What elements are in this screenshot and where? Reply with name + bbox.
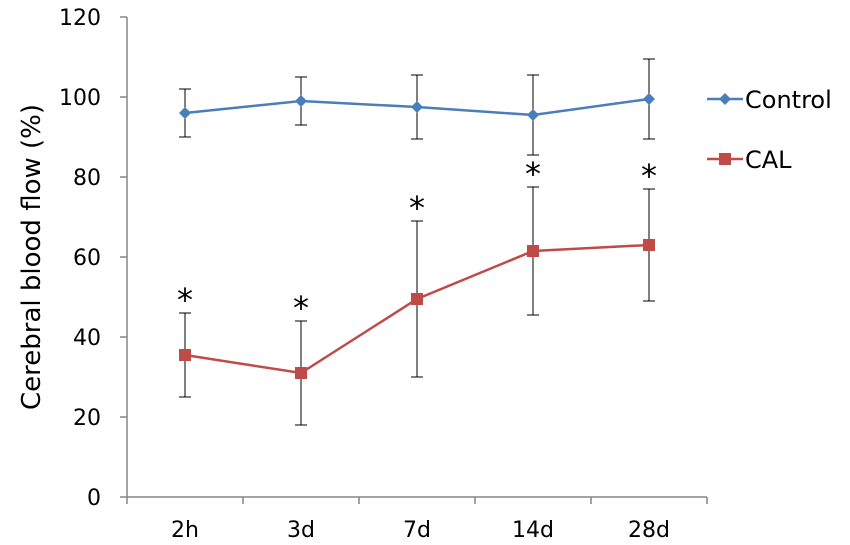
data-point-cal — [411, 293, 423, 305]
y-tick-label: 60 — [73, 246, 101, 271]
x-tick-label: 2h — [171, 518, 199, 543]
significance-marker: * — [641, 157, 657, 195]
x-tick-label: 28d — [628, 518, 670, 543]
legend-marker-control — [719, 93, 731, 105]
y-tick-label: 100 — [59, 86, 101, 111]
data-point-control — [179, 107, 191, 119]
y-tick-label: 120 — [59, 6, 101, 31]
significance-marker: * — [293, 289, 309, 327]
x-tick-label: 7d — [403, 518, 431, 543]
y-tick-label: 0 — [87, 486, 101, 511]
data-point-control — [411, 101, 423, 113]
significance-annotations: * * * * * — [177, 155, 657, 327]
legend-marker-cal — [719, 153, 731, 165]
data-point-control — [527, 109, 539, 121]
data-point-cal — [179, 349, 191, 361]
data-point-cal — [643, 239, 655, 251]
y-tick-label: 40 — [73, 326, 101, 351]
significance-marker: * — [525, 155, 541, 193]
legend-label-cal: CAL — [745, 146, 792, 174]
data-point-control — [295, 95, 307, 107]
y-tick-label: 20 — [73, 406, 101, 431]
data-point-cal — [527, 245, 539, 257]
legend: Control CAL — [707, 86, 832, 174]
axes: 0 20 40 60 80 100 120 2h 3d 7d 14d 28d — [59, 6, 708, 543]
x-tick-label: 14d — [512, 518, 554, 543]
x-tick-label: 3d — [287, 518, 315, 543]
data-point-cal — [295, 367, 307, 379]
error-bars — [179, 58, 655, 426]
legend-label-control: Control — [745, 86, 832, 114]
y-axis-title: Cerebral blood flow (%) — [17, 104, 47, 410]
significance-marker: * — [177, 281, 193, 319]
data-point-control — [643, 93, 655, 105]
series-markers — [179, 93, 655, 379]
y-tick-label: 80 — [73, 166, 101, 191]
significance-marker: * — [409, 189, 425, 227]
